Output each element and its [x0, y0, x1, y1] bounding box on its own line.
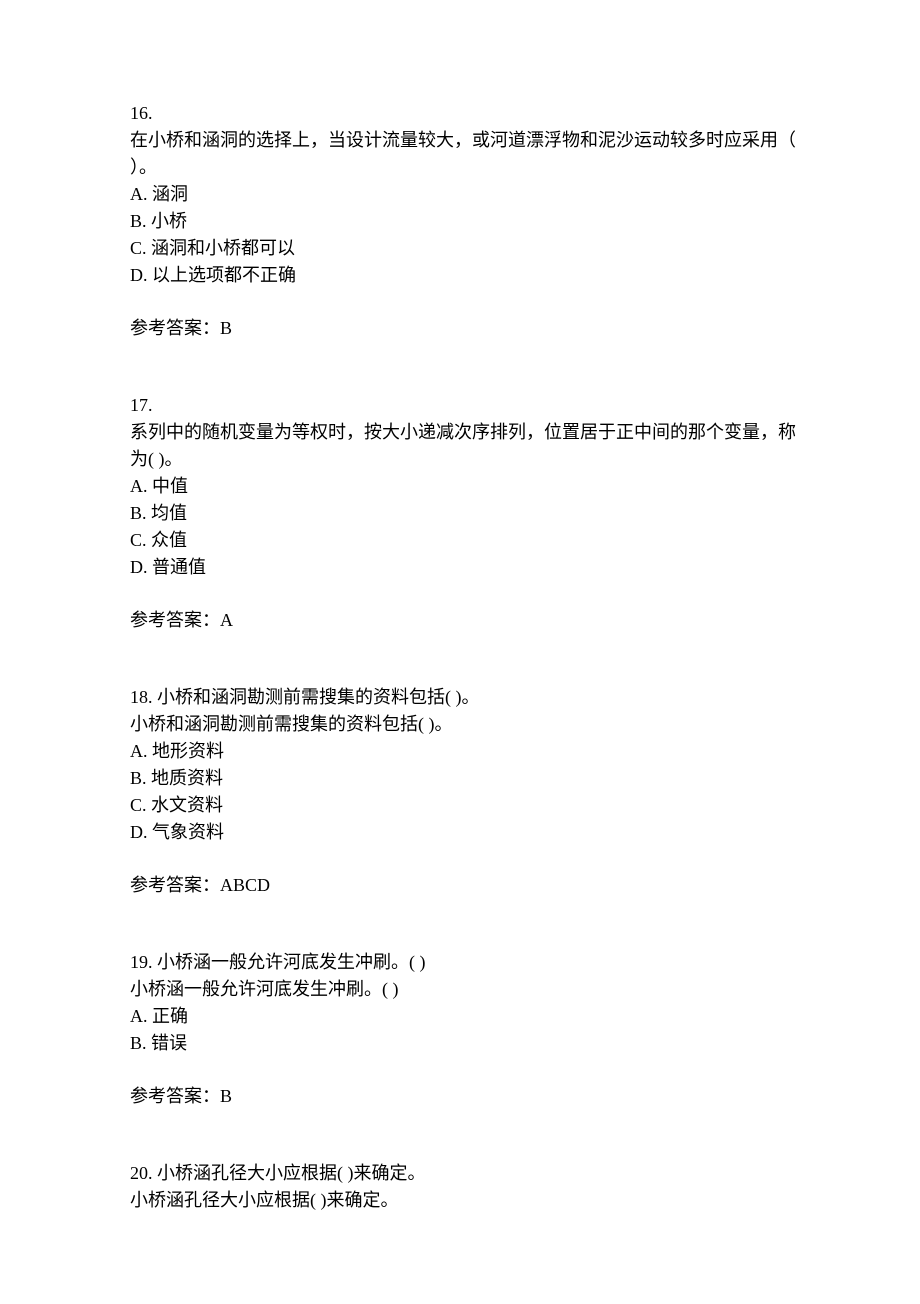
answer-text: 参考答案：ABCD: [130, 872, 810, 899]
option-c: C. 水文资料: [130, 792, 810, 819]
question-text-line1: 20. 小桥涵孔径大小应根据( )来确定。: [130, 1160, 810, 1187]
option-a: A. 涵洞: [130, 181, 810, 208]
option-a: A. 正确: [130, 1003, 810, 1030]
question-number: 16.: [130, 100, 810, 127]
option-d: D. 以上选项都不正确: [130, 262, 810, 289]
option-d: D. 普通值: [130, 554, 810, 581]
question-16: 16. 在小桥和涵洞的选择上，当设计流量较大，或河道漂浮物和泥沙运动较多时应采用…: [130, 100, 810, 342]
question-text-line2: 小桥涵一般允许河底发生冲刷。( ): [130, 976, 810, 1003]
question-17: 17. 系列中的随机变量为等权时，按大小递减次序排列，位置居于正中间的那个变量，…: [130, 392, 810, 634]
question-text: 在小桥和涵洞的选择上，当设计流量较大，或河道漂浮物和泥沙运动较多时应采用（ ）。: [130, 127, 810, 181]
question-text: 系列中的随机变量为等权时，按大小递减次序排列，位置居于正中间的那个变量，称为( …: [130, 419, 810, 473]
question-19: 19. 小桥涵一般允许河底发生冲刷。( ) 小桥涵一般允许河底发生冲刷。( ) …: [130, 949, 810, 1110]
option-a: A. 地形资料: [130, 738, 810, 765]
option-c: C. 涵洞和小桥都可以: [130, 235, 810, 262]
question-number: 17.: [130, 392, 810, 419]
question-text-line2: 小桥涵孔径大小应根据( )来确定。: [130, 1187, 810, 1214]
option-a: A. 中值: [130, 473, 810, 500]
question-18: 18. 小桥和涵洞勘测前需搜集的资料包括( )。 小桥和涵洞勘测前需搜集的资料包…: [130, 684, 810, 899]
question-text-line1: 19. 小桥涵一般允许河底发生冲刷。( ): [130, 949, 810, 976]
question-20: 20. 小桥涵孔径大小应根据( )来确定。 小桥涵孔径大小应根据( )来确定。: [130, 1160, 810, 1214]
option-c: C. 众值: [130, 527, 810, 554]
question-text-line1: 18. 小桥和涵洞勘测前需搜集的资料包括( )。: [130, 684, 810, 711]
answer-text: 参考答案：B: [130, 315, 810, 342]
option-b: B. 错误: [130, 1030, 810, 1057]
answer-text: 参考答案：A: [130, 607, 810, 634]
option-d: D. 气象资料: [130, 819, 810, 846]
answer-text: 参考答案：B: [130, 1083, 810, 1110]
option-b: B. 均值: [130, 500, 810, 527]
option-b: B. 小桥: [130, 208, 810, 235]
option-b: B. 地质资料: [130, 765, 810, 792]
question-text-line2: 小桥和涵洞勘测前需搜集的资料包括( )。: [130, 711, 810, 738]
